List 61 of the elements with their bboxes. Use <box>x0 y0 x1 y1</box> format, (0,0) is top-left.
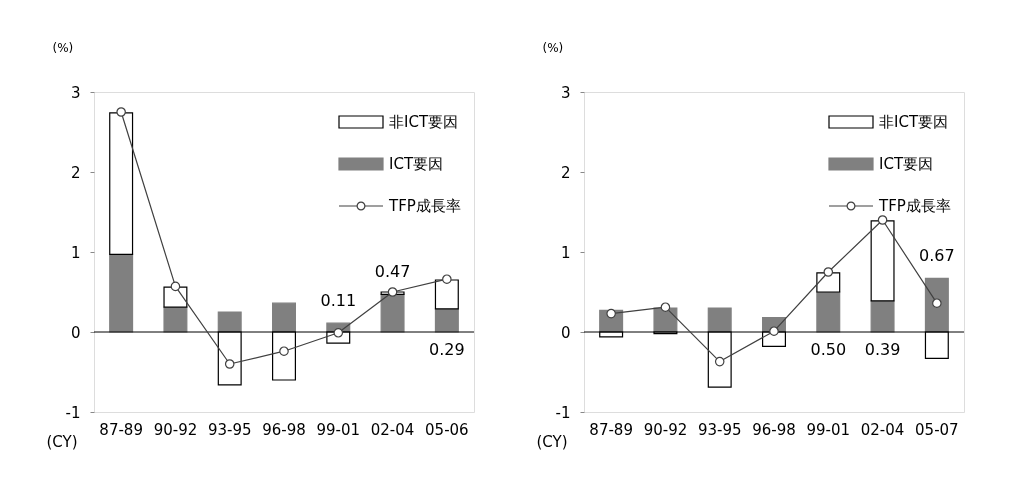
y-tick-label: 1 <box>70 243 81 262</box>
point <box>932 298 942 308</box>
x-tick-label: 05-06 <box>425 420 469 439</box>
y-axis-title: (%) <box>542 40 564 55</box>
x-tick-label: 02-04 <box>370 420 415 439</box>
point <box>224 359 235 369</box>
y-tick-label: 3 <box>70 83 81 102</box>
y-axis-title: (%) <box>52 40 74 55</box>
y-tick-label: -1 <box>65 403 81 422</box>
y-tick-label: 2 <box>70 163 81 182</box>
y-tick-label: -1 <box>555 403 571 422</box>
bar <box>816 291 841 333</box>
x-tick-label: 93-95 <box>697 420 742 439</box>
data-label: 0.50 <box>810 340 847 359</box>
point <box>170 281 181 292</box>
bar <box>272 302 296 333</box>
legend-label: TFP成長率 <box>878 197 951 215</box>
x-tick-label: 99-01 <box>316 420 361 439</box>
y-tick-label: 0 <box>560 323 571 342</box>
bar <box>380 293 405 333</box>
bar <box>707 307 732 333</box>
data-label: 0.67 <box>919 246 955 266</box>
bar <box>217 311 242 333</box>
y-tick-label: 3 <box>560 83 571 102</box>
legend-label: 非ICT要因 <box>879 113 949 131</box>
bar <box>870 300 895 333</box>
point <box>660 302 671 312</box>
point <box>387 287 398 297</box>
point <box>442 274 452 284</box>
data-label: 0.29 <box>429 340 465 359</box>
x-tick-label: 02-04 <box>860 420 905 439</box>
x-tick-label: 87-89 <box>99 420 143 439</box>
x-tick-label: 90-92 <box>153 420 198 439</box>
bar <box>434 308 459 333</box>
x-tick-label: 05-07 <box>915 420 959 439</box>
point <box>606 308 616 319</box>
legend-label: ICT要因 <box>389 155 444 173</box>
point <box>823 267 834 277</box>
data-label: 0.11 <box>320 291 357 311</box>
x-tick-label: 96-98 <box>752 420 796 439</box>
x-axis-title: (CY) <box>536 432 568 451</box>
x-tick-label: 96-98 <box>262 420 306 439</box>
point <box>769 326 779 336</box>
bar <box>109 253 134 333</box>
y-tick-label: 1 <box>560 243 571 262</box>
legend-label: 非ICT要因 <box>389 113 459 131</box>
point <box>877 215 888 225</box>
legend-label: ICT要因 <box>879 155 934 173</box>
data-label: 0.39 <box>864 340 901 359</box>
point <box>116 107 126 117</box>
y-tick-label: 0 <box>70 323 81 342</box>
y-tick-label: 2 <box>560 163 571 182</box>
point <box>279 346 289 356</box>
legend-label: TFP成長率 <box>388 197 461 215</box>
data-label: 0.47 <box>374 262 411 282</box>
x-tick-label: 90-92 <box>643 420 688 439</box>
point <box>714 356 725 367</box>
x-tick-label: 93-95 <box>207 420 252 439</box>
x-tick-label: 99-01 <box>806 420 851 439</box>
x-tick-label: 87-89 <box>589 420 633 439</box>
x-axis-title: (CY) <box>46 432 78 451</box>
